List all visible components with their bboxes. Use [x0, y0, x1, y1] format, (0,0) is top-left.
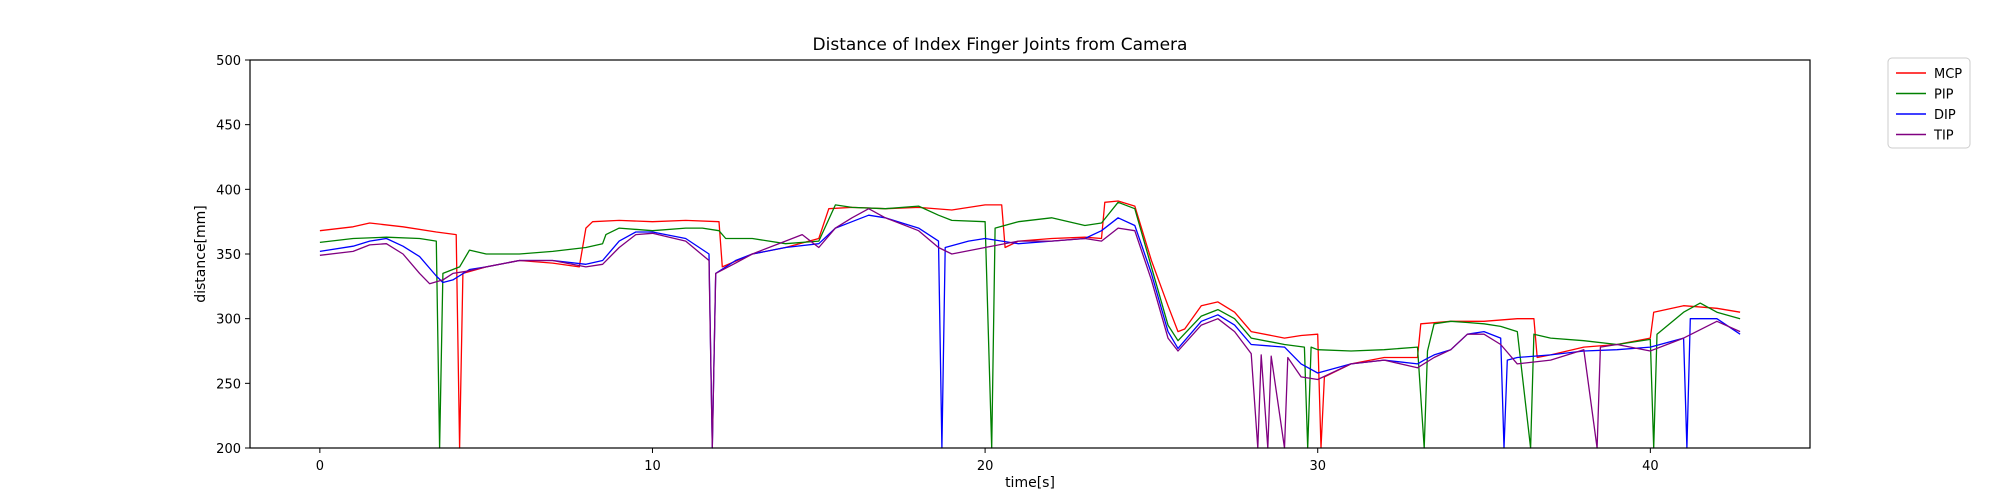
y-tick-label: 200: [216, 442, 241, 457]
series-line-pip: [319, 201, 1741, 449]
y-tick-label: 300: [216, 313, 241, 328]
series-lines: [319, 200, 1741, 449]
chart-title: Distance of Index Finger Joints from Cam…: [813, 35, 1188, 55]
legend-label-tip: TIP: [1933, 129, 1954, 144]
legend-label-pip: PIP: [1934, 88, 1954, 103]
y-tick-label: 500: [216, 54, 241, 69]
legend-label-mcp: MCP: [1934, 67, 1962, 82]
legend-label-dip: DIP: [1934, 108, 1956, 123]
x-axis-ticks: 0 10 20 30 40: [316, 448, 1659, 474]
y-tick-label: 400: [216, 183, 241, 198]
x-tick-label: 10: [644, 459, 661, 474]
series-line-mcp: [319, 200, 1741, 449]
series-line-tip: [319, 208, 1741, 449]
y-tick-label: 350: [216, 248, 241, 263]
x-tick-label: 0: [316, 459, 324, 474]
x-tick-label: 40: [1642, 459, 1659, 474]
y-axis-label: distance[mm]: [193, 205, 209, 303]
y-tick-label: 250: [216, 377, 241, 392]
legend-box: [1887, 57, 1971, 149]
y-axis-ticks: 200 250 300 350 400 450 500: [216, 54, 250, 457]
x-tick-label: 30: [1309, 459, 1326, 474]
x-tick-label: 20: [977, 459, 994, 474]
y-tick-label: 450: [216, 119, 241, 134]
x-axis-label: time[s]: [1005, 475, 1055, 491]
legend: MCP PIP DIP TIP: [1887, 57, 1971, 149]
